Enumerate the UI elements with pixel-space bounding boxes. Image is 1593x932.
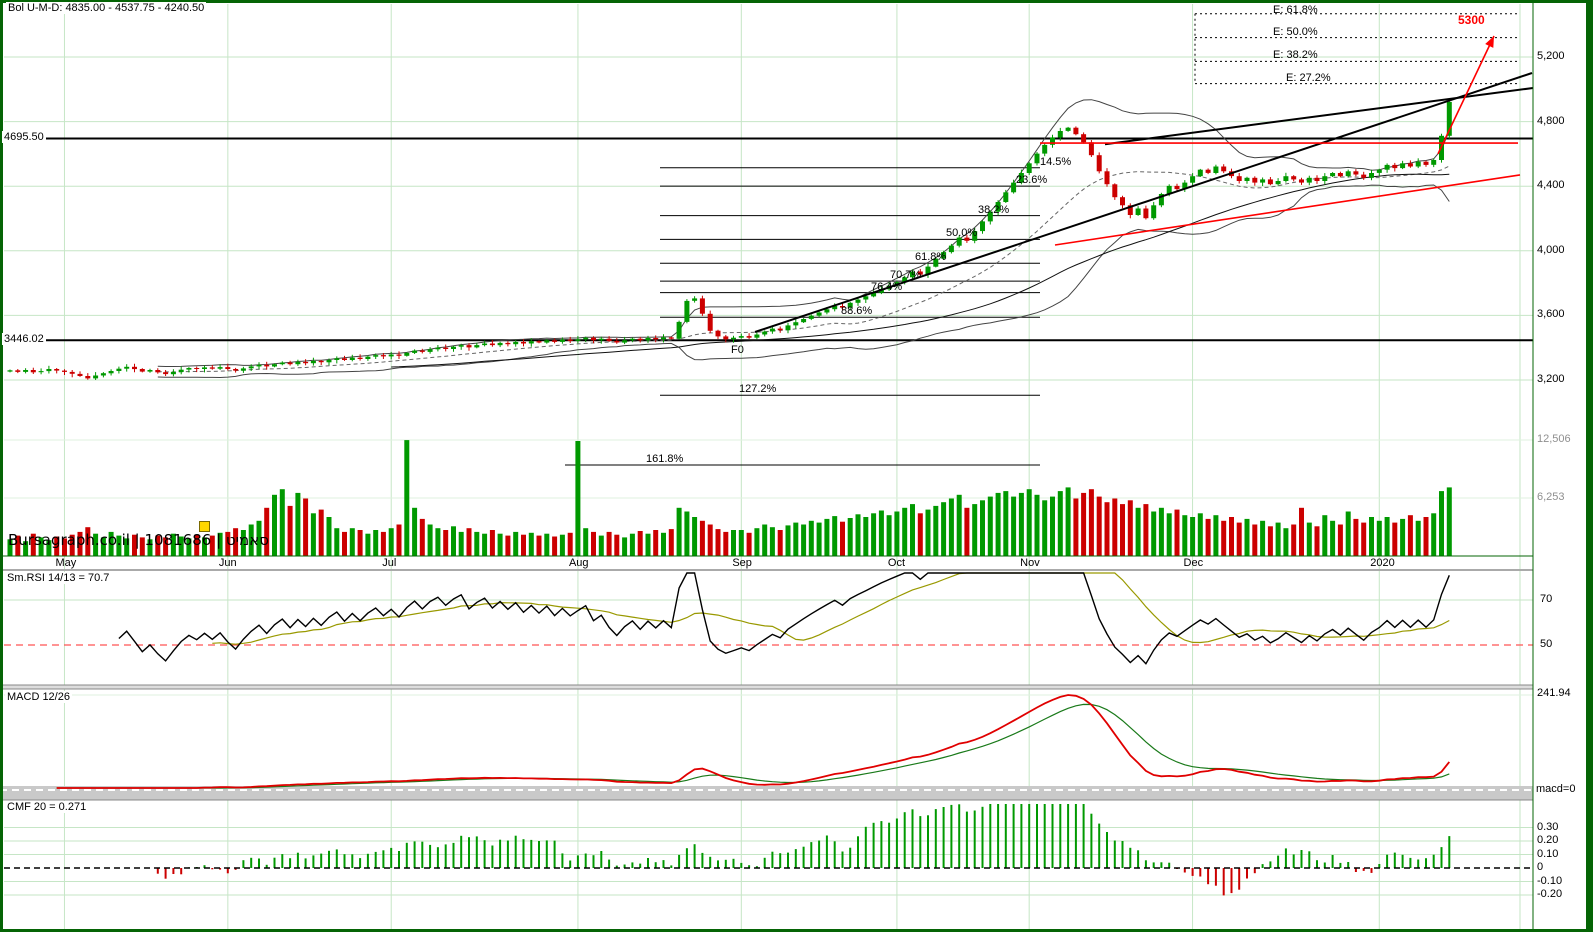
projection-arrow [1437,35,1495,155]
macd-signal-line [56,703,1450,789]
rsi-smooth-line [212,572,1450,645]
primary-uptrend-line [754,72,1533,333]
projection-arrowhead [1485,36,1494,48]
bollinger-lower-line [157,184,1450,379]
bollinger-upper-line [157,99,1450,367]
candlestick-series [7,99,1452,380]
flag-support-line [1054,174,1521,246]
macd-line [56,694,1451,789]
rsi-line [118,572,1450,665]
sma50-line [391,173,1450,368]
volume-series [7,440,1452,556]
cmf-bars [156,804,1451,896]
secondary-uptrend-line [1104,87,1534,146]
